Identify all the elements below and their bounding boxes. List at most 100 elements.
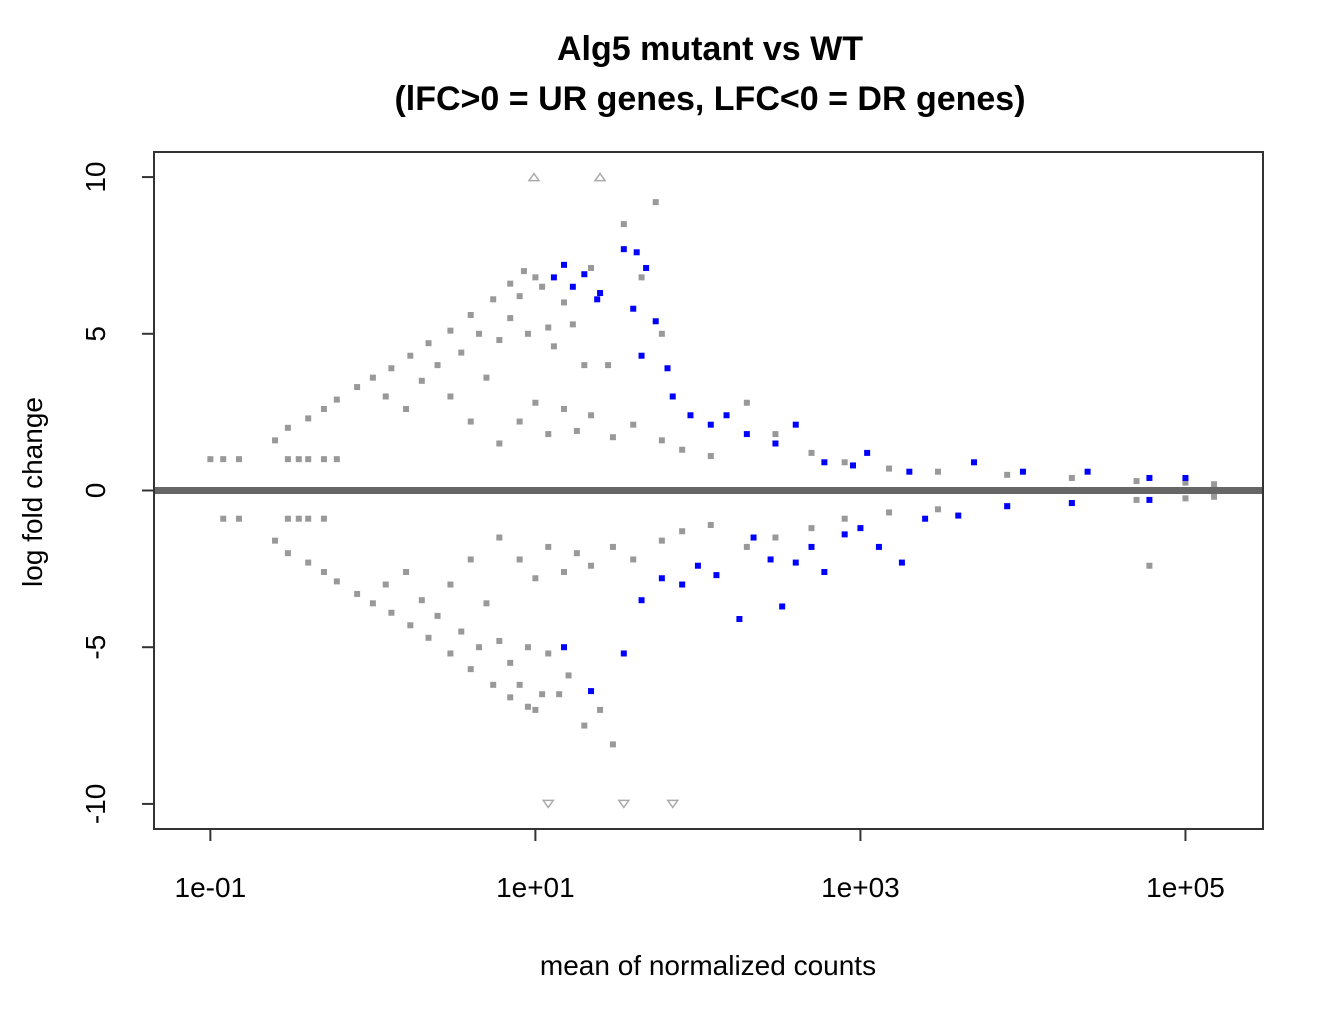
point-not-significant-43 xyxy=(524,703,531,710)
point-significant-48 xyxy=(922,515,929,522)
point-not-significant-44 xyxy=(382,393,389,400)
point-not-significant-85 xyxy=(545,650,552,657)
point-not-significant-5 xyxy=(272,437,279,444)
point-not-significant-91 xyxy=(496,440,503,447)
point-not-significant-94 xyxy=(545,431,552,438)
point-not-significant-105 xyxy=(532,575,539,582)
point-not-significant-75 xyxy=(458,628,465,635)
point-significant-19 xyxy=(792,421,799,428)
point-not-significant-64 xyxy=(588,264,595,271)
point-not-significant-46 xyxy=(418,377,425,384)
point-significant-7 xyxy=(643,264,650,271)
point-not-significant-56 xyxy=(524,330,531,337)
point-not-significant-126 xyxy=(743,543,750,550)
point-not-significant-50 xyxy=(467,418,474,425)
point-not-significant-53 xyxy=(496,337,503,344)
point-not-significant-58 xyxy=(539,283,546,290)
point-not-significant-117 xyxy=(808,449,815,456)
point-not-significant-63 xyxy=(581,362,588,369)
point-significant-31 xyxy=(620,650,627,657)
point-not-significant-34 xyxy=(354,590,361,597)
point-not-significant-31 xyxy=(305,559,312,566)
point-not-significant-38 xyxy=(425,634,432,641)
point-not-significant-115 xyxy=(743,399,750,406)
point-not-significant-57 xyxy=(532,274,539,281)
point-not-significant-71 xyxy=(403,568,410,575)
point-not-significant-20 xyxy=(354,384,361,391)
point-significant-36 xyxy=(713,572,720,579)
point-not-significant-129 xyxy=(841,515,848,522)
point-significant-43 xyxy=(821,568,828,575)
point-significant-52 xyxy=(1146,496,1153,503)
point-significant-22 xyxy=(864,449,871,456)
point-not-significant-135 xyxy=(1146,562,1153,569)
point-not-significant-55 xyxy=(516,293,523,300)
point-significant-50 xyxy=(1004,503,1011,510)
point-not-significant-106 xyxy=(545,543,552,550)
point-significant-38 xyxy=(750,534,757,541)
point-significant-33 xyxy=(658,575,665,582)
point-not-significant-16 xyxy=(284,424,291,431)
point-significant-15 xyxy=(707,421,714,428)
point-not-significant-42 xyxy=(507,694,514,701)
x-tick-label-3: 1e+05 xyxy=(1146,872,1225,903)
point-significant-49 xyxy=(955,512,962,519)
y-tick-label-2: 0 xyxy=(80,483,111,499)
point-significant-44 xyxy=(841,531,848,538)
point-significant-28 xyxy=(1182,474,1189,481)
point-not-significant-79 xyxy=(496,637,503,644)
chart-subtitle: (lFC>0 = UR genes, LFC<0 = DR genes) xyxy=(394,80,1025,118)
point-not-significant-130 xyxy=(886,509,893,516)
out-of-range-below-1 xyxy=(617,799,631,809)
point-not-significant-68 xyxy=(652,199,659,206)
point-not-significant-48 xyxy=(447,393,454,400)
point-not-significant-24 xyxy=(425,340,432,347)
point-not-significant-92 xyxy=(516,418,523,425)
point-not-significant-121 xyxy=(1004,471,1011,478)
point-significant-18 xyxy=(772,440,779,447)
point-not-significant-18 xyxy=(320,406,327,413)
point-not-significant-114 xyxy=(707,521,714,528)
point-significant-45 xyxy=(857,525,864,532)
point-significant-46 xyxy=(875,543,882,550)
point-not-significant-84 xyxy=(539,691,546,698)
y-tick-label-0: -10 xyxy=(80,784,111,824)
point-not-significant-26 xyxy=(467,311,474,318)
point-not-significant-54 xyxy=(507,315,514,322)
point-not-significant-116 xyxy=(772,431,779,438)
point-significant-5 xyxy=(620,246,627,253)
point-not-significant-47 xyxy=(434,362,441,369)
point-not-significant-59 xyxy=(545,324,552,331)
point-significant-16 xyxy=(723,412,730,419)
point-not-significant-78 xyxy=(483,600,490,607)
point-significant-51 xyxy=(1068,500,1075,507)
chart-title: Alg5 mutant vs WT xyxy=(557,30,863,68)
point-not-significant-136 xyxy=(1182,495,1189,502)
point-significant-2 xyxy=(569,283,576,290)
point-not-significant-82 xyxy=(524,644,531,651)
point-not-significant-86 xyxy=(556,691,563,698)
point-significant-42 xyxy=(808,543,815,550)
point-not-significant-87 xyxy=(565,672,572,679)
point-not-significant-108 xyxy=(573,550,580,557)
x-axis: 1e-01 1e+01 1e+03 1e+05 xyxy=(175,828,1225,903)
point-not-significant-104 xyxy=(516,556,523,563)
point-not-significant-33 xyxy=(333,578,340,585)
point-not-significant-98 xyxy=(609,434,616,441)
point-not-significant-89 xyxy=(597,706,604,713)
point-not-significant-22 xyxy=(388,365,395,372)
y-axis-label: log fold change xyxy=(17,397,48,587)
point-not-significant-21 xyxy=(369,374,376,381)
point-significant-47 xyxy=(898,559,905,566)
point-significant-30 xyxy=(588,688,595,695)
point-not-significant-74 xyxy=(447,581,454,588)
point-significant-10 xyxy=(652,318,659,325)
point-significant-41 xyxy=(792,559,799,566)
point-significant-35 xyxy=(694,562,701,569)
point-not-significant-49 xyxy=(458,349,465,356)
point-not-significant-28 xyxy=(507,280,514,287)
point-not-significant-11 xyxy=(333,456,340,463)
point-not-significant-69 xyxy=(658,330,665,337)
point-not-significant-8 xyxy=(295,456,302,463)
